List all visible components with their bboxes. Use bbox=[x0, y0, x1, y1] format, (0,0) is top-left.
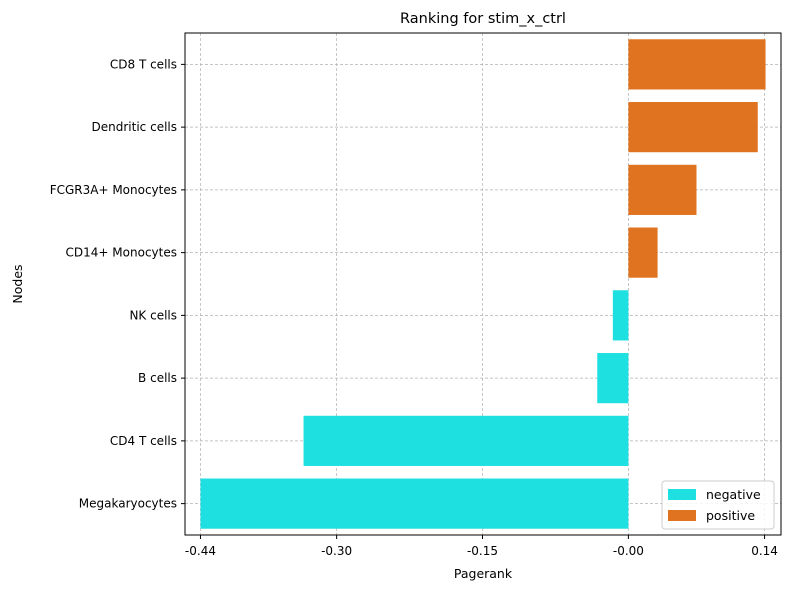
chart-title: Ranking for stim_x_ctrl bbox=[400, 11, 566, 27]
bar-fcgr3a-monocytes bbox=[628, 164, 697, 215]
bar-megakaryocytes bbox=[200, 478, 629, 529]
bar-cd14-monocytes bbox=[628, 227, 658, 278]
y-tick-label: FCGR3A+ Monocytes bbox=[50, 183, 177, 197]
x-tick-label: 0.14 bbox=[751, 544, 778, 558]
legend-swatch-positive bbox=[668, 510, 696, 521]
x-tick-label: -0.44 bbox=[185, 544, 216, 558]
y-tick-label: Megakaryocytes bbox=[79, 497, 177, 511]
bar-dendritic-cells bbox=[628, 102, 758, 153]
x-axis-ticks: -0.44 -0.30 -0.15 -0.00 0.14 bbox=[185, 535, 778, 558]
x-tick-label: -0.30 bbox=[321, 544, 352, 558]
y-tick-label: NK cells bbox=[129, 308, 177, 322]
x-tick-label: -0.15 bbox=[467, 544, 498, 558]
legend-label-negative: negative bbox=[706, 487, 761, 502]
legend-label-positive: positive bbox=[706, 508, 755, 523]
legend: negative positive bbox=[661, 480, 775, 530]
bars bbox=[200, 39, 766, 529]
bar-nk-cells bbox=[612, 290, 629, 341]
x-tick-label: -0.00 bbox=[613, 544, 644, 558]
y-tick-label: CD14+ Monocytes bbox=[66, 246, 177, 260]
y-axis-label: Nodes bbox=[10, 264, 25, 303]
x-axis-label: Pagerank bbox=[454, 566, 513, 581]
bar-cd8-t-cells bbox=[628, 39, 766, 90]
y-tick-label: B cells bbox=[138, 371, 177, 385]
bar-b-cells bbox=[597, 353, 629, 404]
y-tick-label: CD8 T cells bbox=[110, 57, 177, 71]
bar-cd4-t-cells bbox=[303, 415, 629, 466]
y-tick-label: CD4 T cells bbox=[110, 434, 177, 448]
y-axis-ticks: CD8 T cells Dendritic cells FCGR3A+ Monocy… bbox=[50, 57, 185, 511]
legend-swatch-negative bbox=[668, 489, 696, 500]
y-tick-label: Dendritic cells bbox=[92, 120, 177, 134]
